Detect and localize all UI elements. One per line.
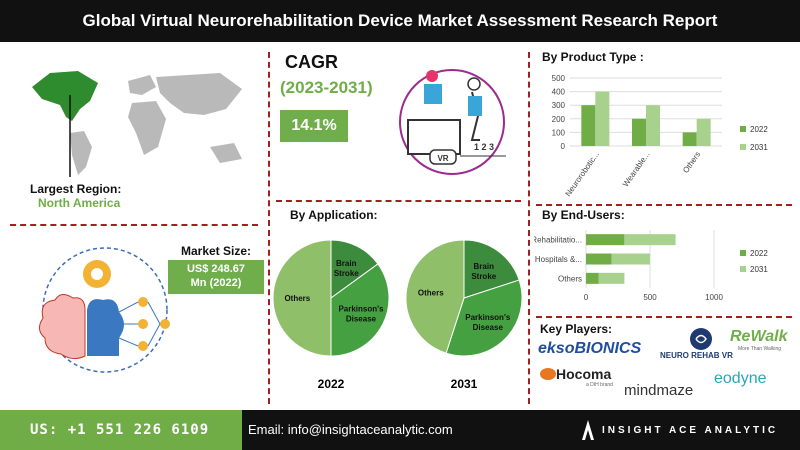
market-size-value-1: US$ 248.67 <box>186 263 246 275</box>
product-legend-swatch <box>740 126 746 132</box>
ekso-bionics-logo: eksoBIONICS <box>538 340 642 357</box>
footer-brand: INSIGHT ACE ANALYTIC <box>602 425 779 436</box>
divider-h-right-1 <box>536 204 792 206</box>
end-users-category-label: Hospitals &... <box>535 255 582 264</box>
market-size-box: US$ 248.67 Mn (2022) <box>168 260 264 294</box>
pie-slice-label: Others <box>418 289 444 298</box>
footer-phone-bar <box>0 410 242 450</box>
product-bar <box>696 118 711 146</box>
end-users-bar <box>586 253 612 265</box>
end-users-legend-label: 2031 <box>750 265 768 274</box>
end-users-bar <box>624 234 676 246</box>
end-users-legend-swatch <box>740 266 746 272</box>
end-users-x-tick: 500 <box>643 293 657 302</box>
end-users-x-tick: 0 <box>584 293 589 302</box>
product-type-chart: 0 100 200 300 400 500 Neurorobotic... Wearable.… <box>552 74 769 198</box>
ai-brain-icon <box>39 247 170 373</box>
product-y-tick: 0 <box>561 142 566 151</box>
pie-slice-label: Parkinson's Disease <box>465 313 511 332</box>
application-title: By Application: <box>290 208 378 222</box>
largest-region-label: Largest Region: <box>30 182 122 196</box>
cagr-period: (2023-2031) <box>280 78 373 97</box>
end-users-legend-label: 2022 <box>750 249 768 258</box>
rewalk-tagline: More Than Walking <box>738 346 782 352</box>
title-bar <box>0 0 800 42</box>
product-bar <box>581 105 596 146</box>
end-users-bar <box>611 253 650 265</box>
vr-label: VR <box>437 154 448 163</box>
product-legend-label: 2031 <box>750 143 768 152</box>
divider-h-right-2 <box>536 316 792 318</box>
pie-slice <box>330 239 379 299</box>
divider-h-mid <box>276 200 521 202</box>
mindmaze-logo: mindmaze <box>624 382 694 399</box>
product-y-tick: 400 <box>552 88 566 97</box>
pie-2022-label: 2022 <box>318 377 345 391</box>
end-users-category-label: Rehabilitatio... <box>534 236 582 245</box>
product-legend-swatch <box>740 144 746 150</box>
largest-region-value: North America <box>38 196 121 210</box>
page-title: Global Virtual Neurorehabilitation Devic… <box>82 11 718 30</box>
pie-slice <box>463 239 520 299</box>
key-players-title: Key Players: <box>540 322 613 336</box>
end-users-category-label: Others <box>558 274 582 283</box>
end-users-bar <box>586 234 625 246</box>
pie-slice-label: Brain Stroke <box>471 262 496 281</box>
cagr-label: CAGR <box>285 52 338 72</box>
brand-logo-icon <box>582 420 594 440</box>
product-category-label: Wearable... <box>621 150 652 189</box>
application-pies: Brain Stroke Parkinson's Disease Others Brai… <box>272 239 523 391</box>
pie-slice-label: Others <box>284 294 310 303</box>
neuro-rehab-head-icon <box>690 328 712 350</box>
pie-slice-label: Parkinson's Disease <box>338 304 384 323</box>
product-legend-label: 2022 <box>750 125 768 134</box>
footer-email[interactable]: Email: info@insightaceanalytic.com <box>248 422 453 437</box>
eodyne-logo: eodyne <box>714 370 767 387</box>
product-category-label: Others <box>681 150 702 175</box>
pie-slice <box>330 263 390 357</box>
pie-slice <box>405 239 465 354</box>
product-category-label: Neurorobotic... <box>564 150 601 198</box>
product-bar <box>595 91 610 146</box>
product-bar <box>682 132 697 146</box>
end-users-bar <box>586 272 599 284</box>
footer-phone[interactable]: US: +1 551 226 6109 <box>30 422 210 438</box>
pie-slice <box>272 239 332 357</box>
divider-left <box>268 52 270 404</box>
pie-2031-label: 2031 <box>451 377 478 391</box>
world-map-icon <box>32 71 242 177</box>
product-type-title: By Product Type : <box>542 50 644 64</box>
neuro-rehab-logo: NEURO REHAB VR <box>660 351 733 360</box>
end-users-chart: 0 500 1000 Rehabilitatio... Hospitals &... Ot… <box>534 230 768 302</box>
end-users-bar <box>598 272 625 284</box>
divider-right <box>528 52 530 404</box>
product-y-tick: 200 <box>552 115 566 124</box>
product-y-tick: 500 <box>552 74 566 83</box>
hocoma-tagline: a DIH brand <box>586 382 613 388</box>
vr-rehab-icon: VR 1 2 3 <box>399 69 506 175</box>
hocoma-logo: Hocoma <box>556 366 612 382</box>
steps-label: 1 2 3 <box>474 142 494 152</box>
product-bar <box>646 105 660 146</box>
market-size-value-2: Mn (2022) <box>190 277 242 289</box>
pie-slice-label: Brain Stroke <box>334 259 359 278</box>
end-users-x-tick: 1000 <box>705 293 723 302</box>
rewalk-logo: ReWalk <box>730 328 788 345</box>
cagr-value: 14.1% <box>280 110 348 142</box>
hocoma-mark-icon <box>540 368 556 380</box>
divider-h-left <box>10 224 258 226</box>
end-users-title: By End-Users: <box>542 208 625 222</box>
product-bar <box>632 118 646 146</box>
pie-slice <box>445 279 523 357</box>
end-users-legend-swatch <box>740 250 746 256</box>
footer-email-bar <box>242 410 800 450</box>
product-y-tick: 100 <box>552 128 566 137</box>
product-y-tick: 300 <box>552 101 566 110</box>
market-size-label: Market Size: <box>180 244 252 258</box>
